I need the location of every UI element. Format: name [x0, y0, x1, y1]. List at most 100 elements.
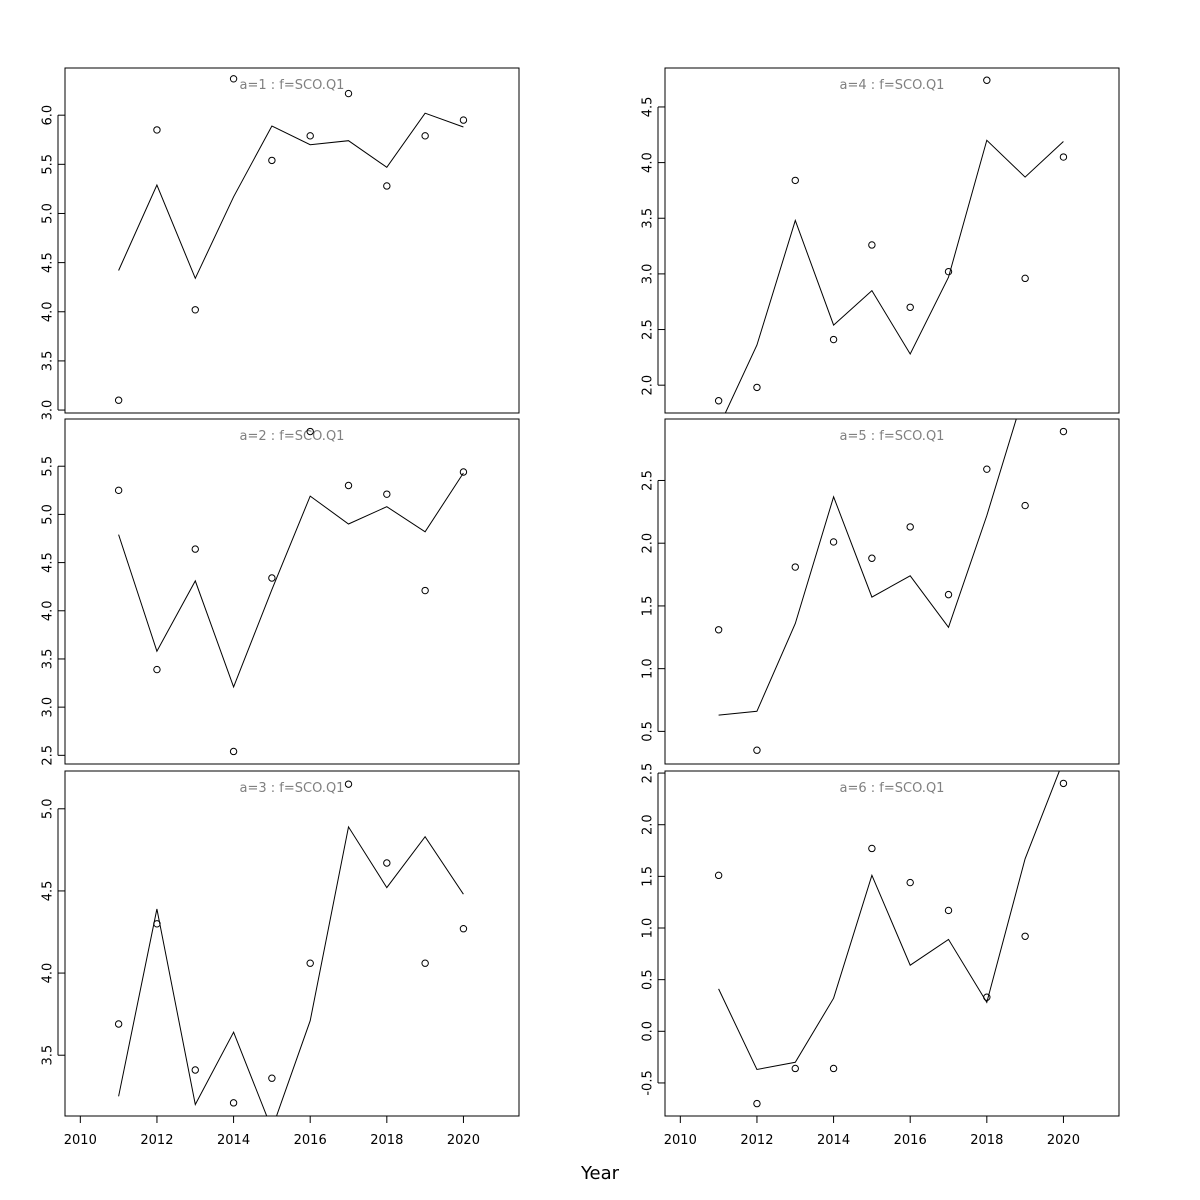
data-point: [753, 746, 761, 754]
fitted-line: [118, 112, 464, 280]
x-tick-label: 2012: [740, 1133, 773, 1148]
data-point: [421, 132, 429, 140]
data-point: [421, 586, 429, 595]
y-tick-label: 1.0: [641, 918, 656, 939]
data-point: [906, 878, 914, 887]
y-axis: 2.5 3.0 3.5 4.0 4.5 5.0 5.5: [41, 456, 65, 766]
x-tick-label: 2010: [664, 1133, 697, 1148]
x-tick-label: 2018: [370, 1133, 403, 1148]
y-axis: 0.5 1.0 1.5 2.0 2.5: [641, 470, 665, 742]
data-point: [306, 959, 314, 967]
data-point: [829, 335, 838, 344]
y-tick-label: 3.5: [41, 649, 56, 670]
y-tick-label: 1.5: [641, 596, 656, 617]
y-tick-label: 5.0: [41, 798, 56, 819]
y-axis: -0.5 0.0 0.5 1.0 1.5 2.0 2.5: [641, 763, 665, 1096]
fitted-line: [118, 472, 464, 689]
plot-area: [114, 427, 468, 756]
data-point: [1021, 501, 1029, 510]
data-point: [714, 626, 723, 634]
data-point: [344, 780, 353, 788]
y-axis: 2.0 2.5 3.0 3.5 4.0 4.5: [641, 97, 665, 396]
panel-title: a=2 : f=SCO.Q1: [240, 429, 345, 444]
data-point: [791, 1064, 799, 1073]
data-point: [421, 959, 429, 967]
y-tick-label: 2.5: [641, 763, 656, 784]
y-tick-label: 6.0: [41, 105, 56, 126]
plot-frame: [664, 418, 1120, 765]
x-tick-label: 2018: [970, 1133, 1003, 1148]
y-tick-label: 2.5: [641, 470, 656, 491]
data-point: [459, 116, 468, 124]
y-tick-label: 0.0: [641, 1021, 656, 1042]
data-point: [1059, 153, 1068, 161]
x-axis-label: Year: [580, 1163, 620, 1184]
y-tick-label: 0.5: [641, 721, 656, 742]
data-point: [383, 859, 391, 867]
data-point: [983, 76, 991, 84]
y-axis: 3.5 4.0 4.5 5.0: [41, 798, 65, 1066]
fitted-line: [724, 139, 1064, 413]
plot-area: [114, 75, 468, 404]
x-tick-label: 2010: [64, 1133, 97, 1148]
data-point: [714, 871, 723, 880]
y-tick-label: 4.0: [41, 963, 56, 984]
y-tick-label: 3.0: [41, 697, 56, 718]
y-tick-label: 3.5: [641, 208, 656, 229]
data-point: [306, 427, 314, 436]
y-tick-label: 4.5: [641, 97, 656, 118]
x-tick-label: 2020: [447, 1133, 480, 1148]
y-tick-label: 3.0: [641, 264, 656, 285]
data-point: [114, 396, 123, 404]
data-point: [944, 906, 953, 915]
data-point: [153, 126, 161, 134]
y-tick-label: 4.0: [41, 301, 56, 322]
data-point: [791, 176, 799, 185]
chart-panel-6: a=6 : f=SCO.Q1 -0.5 0.0 0.5 1.0 1.5 2.0 2.5 2010…: [641, 763, 1120, 1148]
data-point: [306, 132, 314, 140]
data-point: [344, 89, 353, 98]
data-point: [191, 1066, 199, 1074]
y-tick-label: 3.5: [41, 1045, 56, 1066]
plot-area: [714, 76, 1068, 413]
plot-frame: [664, 770, 1120, 1117]
y-tick-label: 3.0: [41, 400, 56, 421]
data-point: [753, 383, 761, 392]
y-tick-label: 2.5: [641, 319, 656, 340]
chart-panel-4: a=5 : f=SCO.Q1 0.5 1.0 1.5 2.0 2.5: [641, 418, 1120, 765]
data-point: [906, 523, 914, 531]
data-point: [191, 306, 199, 314]
data-point: [153, 665, 161, 674]
plot-frame: [664, 67, 1120, 414]
data-point: [868, 241, 876, 249]
data-point: [1059, 779, 1068, 788]
plot-frame: [64, 418, 520, 765]
y-tick-label: 5.5: [41, 456, 56, 477]
y-tick-label: -0.5: [641, 1070, 656, 1095]
chart-panel-3: a=2 : f=SCO.Q1 2.5 3.0 3.5 4.0 4.5 5.0 5.5: [41, 418, 520, 766]
data-point: [383, 490, 391, 498]
panel-title: a=4 : f=SCO.Q1: [840, 78, 945, 93]
data-point: [983, 993, 991, 1001]
y-tick-label: 5.5: [41, 154, 56, 175]
y-tick-label: 1.5: [641, 866, 656, 887]
chart-panel-1: a=1 : f=SCO.Q1 3.0 3.5 4.0 4.5 5.0 5.5 6.0: [41, 67, 520, 421]
data-point: [191, 545, 199, 553]
chart-panel-2: a=4 : f=SCO.Q1 2.0 2.5 3.0 3.5 4.0 4.5: [641, 67, 1120, 414]
data-point: [153, 920, 161, 928]
y-tick-label: 2.0: [641, 814, 656, 835]
y-tick-label: 1.0: [641, 658, 656, 679]
plot-area: [114, 780, 468, 1116]
data-point: [753, 1099, 761, 1108]
x-tick-label: 2016: [294, 1133, 327, 1148]
panel-title: a=6 : f=SCO.Q1: [840, 781, 945, 796]
data-point: [459, 925, 468, 933]
panel-title: a=1 : f=SCO.Q1: [240, 78, 345, 93]
data-point: [791, 563, 799, 571]
y-tick-label: 4.5: [41, 881, 56, 902]
plot-area: [714, 771, 1068, 1108]
fitted-line: [118, 825, 464, 1116]
data-point: [459, 468, 468, 476]
